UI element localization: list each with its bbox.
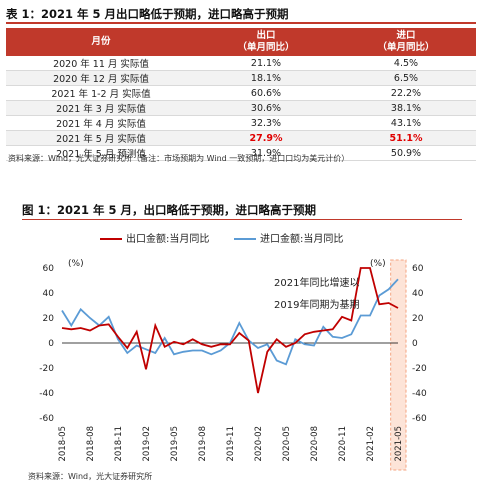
export-series-line xyxy=(61,267,399,394)
table-row: 2021 年 3 月 实际值 30.6% 38.1% xyxy=(6,100,476,116)
col-header-month: 月份 xyxy=(6,28,196,56)
table-title-rule xyxy=(6,22,476,24)
cell-export: 32.3% xyxy=(196,115,336,131)
import-header-text: 进口 （单月同比） xyxy=(377,30,435,53)
cell-month: 2021 年 5 月 预测值 xyxy=(6,145,196,161)
x-tick-label: 2021-05 xyxy=(394,426,404,462)
cell-import: 4.5% xyxy=(336,56,476,71)
cell-import: 51.1% xyxy=(336,130,476,146)
y-tick-right: -60 xyxy=(412,414,427,424)
legend-export-label: 出口金额:当月同比 xyxy=(126,232,209,245)
annotation-line-1: 2021年同比增速以 xyxy=(274,276,359,289)
x-tick-label: 2020-02 xyxy=(254,426,264,462)
x-tick-label: 2020-08 xyxy=(310,426,320,462)
table-row: 2021 年 5 月 实际值 27.9% 51.1% xyxy=(6,130,476,146)
import-series-line xyxy=(61,278,399,366)
y-tick-right: -40 xyxy=(412,389,427,399)
y-tick-right: 40 xyxy=(412,289,424,299)
y-tick-left: 40 xyxy=(43,289,55,299)
y-tick-right: 20 xyxy=(412,314,424,324)
y-tick-left: 60 xyxy=(43,264,55,274)
x-tick-label: 2020-11 xyxy=(338,426,348,462)
cell-month: 2020 年 12 月 实际值 xyxy=(6,70,196,86)
figure-title: 图 1：2021 年 5 月，出口略低于预期，进口略高于预期 xyxy=(22,203,317,217)
y-tick-left: -40 xyxy=(39,389,54,399)
right-unit-label: (%) xyxy=(370,259,386,269)
y-tick-right: 0 xyxy=(412,339,418,349)
table-source-note: 资料来源：Wind，光大证券研究所（备注：市场预期为 Wind 一致预期，进口口… xyxy=(8,154,350,163)
table-row: 2021 年 5 月 预测值 31.9% 50.9% xyxy=(6,145,476,161)
table-row: 2020 年 12 月 实际值 18.1% 6.5% xyxy=(6,70,476,86)
forecast-table: 月份 出口 （单月同比） 进口 （单月同比） 2020 年 11 月 实际值 21.1… xyxy=(6,28,476,161)
y-tick-right: 60 xyxy=(412,264,424,274)
x-tick-label: 2019-05 xyxy=(170,426,180,462)
x-tick-label: 2019-11 xyxy=(226,426,236,462)
cell-import: 38.1% xyxy=(336,100,476,116)
cell-export: 31.9% xyxy=(196,145,336,161)
x-tick-label: 2020-05 xyxy=(282,426,292,462)
left-unit-label: (%) xyxy=(68,259,84,269)
x-tick-label: 2018-08 xyxy=(86,426,96,462)
x-tick-label: 2019-02 xyxy=(142,426,152,462)
table-row: 2020 年 11 月 实际值 21.1% 4.5% xyxy=(6,56,476,71)
x-tick-label: 2021-02 xyxy=(366,426,376,462)
trade-yoy-chart: -60 -60 -40 -40 -20 -20 0 0 20 20 40 40 60 60 (%) (%) 20… xyxy=(0,222,482,474)
table-row: 2021 年 4 月 实际值 32.3% 43.1% xyxy=(6,115,476,131)
col-header-import: 进口 （单月同比） xyxy=(336,28,476,56)
y-tick-right: -20 xyxy=(412,364,427,374)
cell-export: 60.6% xyxy=(196,85,336,101)
cell-month: 2021 年 3 月 实际值 xyxy=(6,100,196,116)
cell-import: 50.9% xyxy=(336,145,476,161)
annotation-line-2: 2019年同期为基期 xyxy=(274,298,359,311)
cell-import: 22.2% xyxy=(336,85,476,101)
table-title: 表 1：2021 年 5 月出口略低于预期，进口略高于预期 xyxy=(6,7,289,21)
cell-export: 18.1% xyxy=(196,70,336,86)
y-tick-left: 0 xyxy=(48,339,54,349)
y-tick-left: 20 xyxy=(43,314,55,324)
figure-source-note: 资料来源：Wind，光大证券研究所 xyxy=(28,472,153,481)
figure-title-rule xyxy=(22,219,462,220)
chart-svg: -60 -60 -40 -40 -20 -20 0 0 20 20 40 40 60 60 (%) (%) 20… xyxy=(39,232,427,471)
cell-export: 21.1% xyxy=(196,56,336,71)
latest-month-highlight xyxy=(390,259,407,471)
y-tick-left: -60 xyxy=(39,414,54,424)
cell-export: 27.9% xyxy=(196,130,336,146)
cell-month: 2021 年 5 月 实际值 xyxy=(6,130,196,146)
x-tick-label: 2018-11 xyxy=(114,426,124,462)
cell-import: 43.1% xyxy=(336,115,476,131)
cell-export: 30.6% xyxy=(196,100,336,116)
x-tick-label: 2018-05 xyxy=(58,426,68,462)
table-row: 2021 年 1-2 月 实际值 60.6% 22.2% xyxy=(6,85,476,101)
x-tick-label: 2019-08 xyxy=(198,426,208,462)
table-header-row: 月份 出口 （单月同比） 进口 （单月同比） xyxy=(6,28,476,56)
y-tick-left: -20 xyxy=(39,364,54,374)
legend-import-label: 进口金额:当月同比 xyxy=(260,232,343,245)
cell-month: 2020 年 11 月 实际值 xyxy=(6,56,196,71)
cell-month: 2021 年 1-2 月 实际值 xyxy=(6,85,196,101)
col-header-export: 出口 （单月同比） xyxy=(196,28,336,56)
cell-import: 6.5% xyxy=(336,70,476,86)
cell-month: 2021 年 4 月 实际值 xyxy=(6,115,196,131)
export-header-text: 出口 （单月同比） xyxy=(237,30,295,53)
